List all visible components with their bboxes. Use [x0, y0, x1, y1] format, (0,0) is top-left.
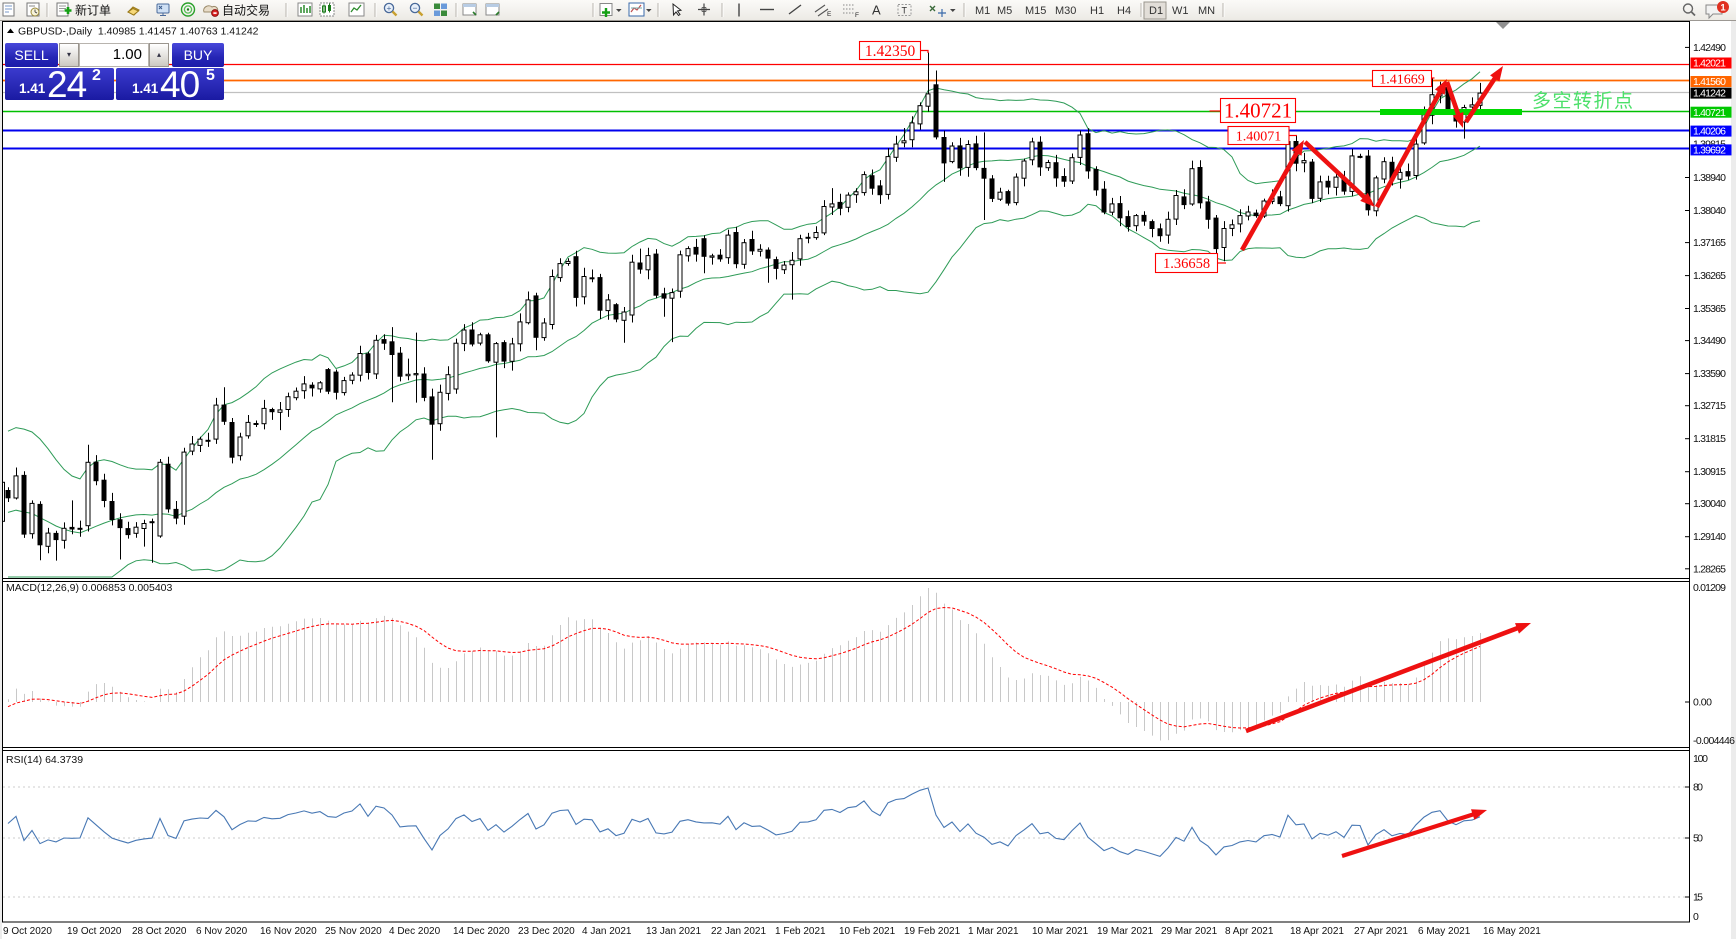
svg-text:自动交易: 自动交易: [222, 3, 270, 18]
svg-text:W1: W1: [1172, 5, 1189, 17]
svg-text:16 May 2021: 16 May 2021: [1483, 926, 1541, 937]
svg-text:16 Nov 2020: 16 Nov 2020: [260, 926, 317, 937]
svg-text:RSI(14) 64.3739: RSI(14) 64.3739: [6, 754, 83, 766]
svg-text:-0.004446: -0.004446: [1693, 735, 1735, 747]
svg-text:18 Apr 2021: 18 Apr 2021: [1290, 926, 1344, 937]
svg-text:100: 100: [1693, 753, 1708, 765]
svg-text:D1: D1: [1149, 5, 1163, 17]
svg-text:1.30040: 1.30040: [1693, 498, 1726, 510]
svg-text:1.37165: 1.37165: [1693, 237, 1726, 249]
svg-text:1.32715: 1.32715: [1693, 400, 1726, 412]
svg-text:M5: M5: [997, 5, 1012, 17]
svg-text:19 Feb 2021: 19 Feb 2021: [904, 926, 961, 937]
svg-text:1.33590: 1.33590: [1693, 368, 1726, 380]
svg-text:1.41669: 1.41669: [1379, 72, 1425, 87]
svg-text:1.34490: 1.34490: [1693, 335, 1726, 347]
svg-text:50: 50: [1693, 833, 1703, 845]
svg-text:1.30915: 1.30915: [1693, 466, 1726, 478]
svg-text:MACD(12,26,9) 0.006853 0.00540: MACD(12,26,9) 0.006853 0.005403: [6, 582, 173, 594]
svg-text:1.38940: 1.38940: [1693, 172, 1726, 184]
svg-text:1 Mar 2021: 1 Mar 2021: [968, 926, 1019, 937]
svg-text:19 Mar 2021: 19 Mar 2021: [1097, 926, 1154, 937]
svg-text:M30: M30: [1055, 5, 1076, 17]
svg-text:H1: H1: [1090, 5, 1104, 17]
svg-text:15: 15: [1693, 892, 1703, 904]
svg-text:19 Oct 2020: 19 Oct 2020: [67, 926, 122, 937]
svg-text:T: T: [902, 6, 908, 16]
svg-text:1.40206: 1.40206: [1693, 126, 1726, 138]
svg-text:MN: MN: [1198, 5, 1215, 17]
svg-text:1.41560: 1.41560: [1693, 76, 1726, 88]
svg-text:+: +: [387, 3, 392, 13]
svg-text:M1: M1: [975, 5, 990, 17]
svg-text:H4: H4: [1117, 5, 1131, 17]
svg-text:1.38040: 1.38040: [1693, 205, 1726, 217]
svg-text:1.42350: 1.42350: [865, 43, 916, 60]
svg-text:1.36658: 1.36658: [1163, 256, 1210, 272]
svg-text:27 Apr 2021: 27 Apr 2021: [1354, 926, 1408, 937]
svg-text:E: E: [827, 11, 832, 18]
svg-text:1.42021: 1.42021: [1693, 58, 1726, 70]
svg-text:A: A: [872, 3, 881, 18]
svg-text:F: F: [855, 12, 859, 19]
svg-text:1.35365: 1.35365: [1693, 303, 1726, 315]
svg-text:GBPUSD-,Daily 1.40985 1.41457: GBPUSD-,Daily 1.40985 1.41457 1.40763 1.…: [18, 26, 259, 38]
svg-text:6 May 2021: 6 May 2021: [1418, 926, 1471, 937]
svg-text:22 Jan 2021: 22 Jan 2021: [711, 926, 766, 937]
svg-text:0.01209: 0.01209: [1693, 582, 1726, 594]
svg-text:10 Feb 2021: 10 Feb 2021: [839, 926, 896, 937]
svg-text:8 Apr 2021: 8 Apr 2021: [1225, 926, 1274, 937]
svg-text:1 Feb 2021: 1 Feb 2021: [775, 926, 826, 937]
svg-text:29 Mar 2021: 29 Mar 2021: [1161, 926, 1218, 937]
svg-text:1.39692: 1.39692: [1693, 145, 1726, 157]
svg-text:4 Jan 2021: 4 Jan 2021: [582, 926, 632, 937]
svg-text:新订单: 新订单: [75, 3, 111, 18]
svg-text:6 Nov 2020: 6 Nov 2020: [196, 926, 248, 937]
svg-text:M15: M15: [1025, 5, 1046, 17]
svg-text:1.40721: 1.40721: [1693, 107, 1726, 119]
svg-text:25 Nov 2020: 25 Nov 2020: [325, 926, 382, 937]
svg-text:1.41242: 1.41242: [1693, 88, 1726, 100]
svg-text:1.40071: 1.40071: [1236, 129, 1282, 144]
svg-text:13 Jan 2021: 13 Jan 2021: [646, 926, 701, 937]
svg-text:4 Dec 2020: 4 Dec 2020: [389, 926, 441, 937]
svg-text:多空转折点: 多空转折点: [1532, 90, 1635, 112]
svg-text:1.42490: 1.42490: [1693, 42, 1726, 54]
svg-text:0.00: 0.00: [1693, 697, 1712, 709]
svg-text:1.36265: 1.36265: [1693, 270, 1726, 282]
svg-text:0: 0: [1693, 911, 1699, 923]
svg-text:1.29140: 1.29140: [1693, 531, 1726, 543]
svg-text:1.31815: 1.31815: [1693, 433, 1726, 445]
svg-text:1.28265: 1.28265: [1693, 563, 1726, 575]
svg-text:10 Mar 2021: 10 Mar 2021: [1032, 926, 1089, 937]
svg-text:−: −: [413, 3, 418, 13]
svg-text:80: 80: [1693, 782, 1703, 794]
svg-text:23 Dec 2020: 23 Dec 2020: [518, 926, 575, 937]
svg-text:14 Dec 2020: 14 Dec 2020: [453, 926, 510, 937]
svg-text:1: 1: [1720, 3, 1726, 14]
svg-text:28 Oct 2020: 28 Oct 2020: [132, 926, 187, 937]
svg-text:1.40721: 1.40721: [1224, 99, 1292, 123]
svg-text:9 Oct 2020: 9 Oct 2020: [3, 926, 52, 937]
